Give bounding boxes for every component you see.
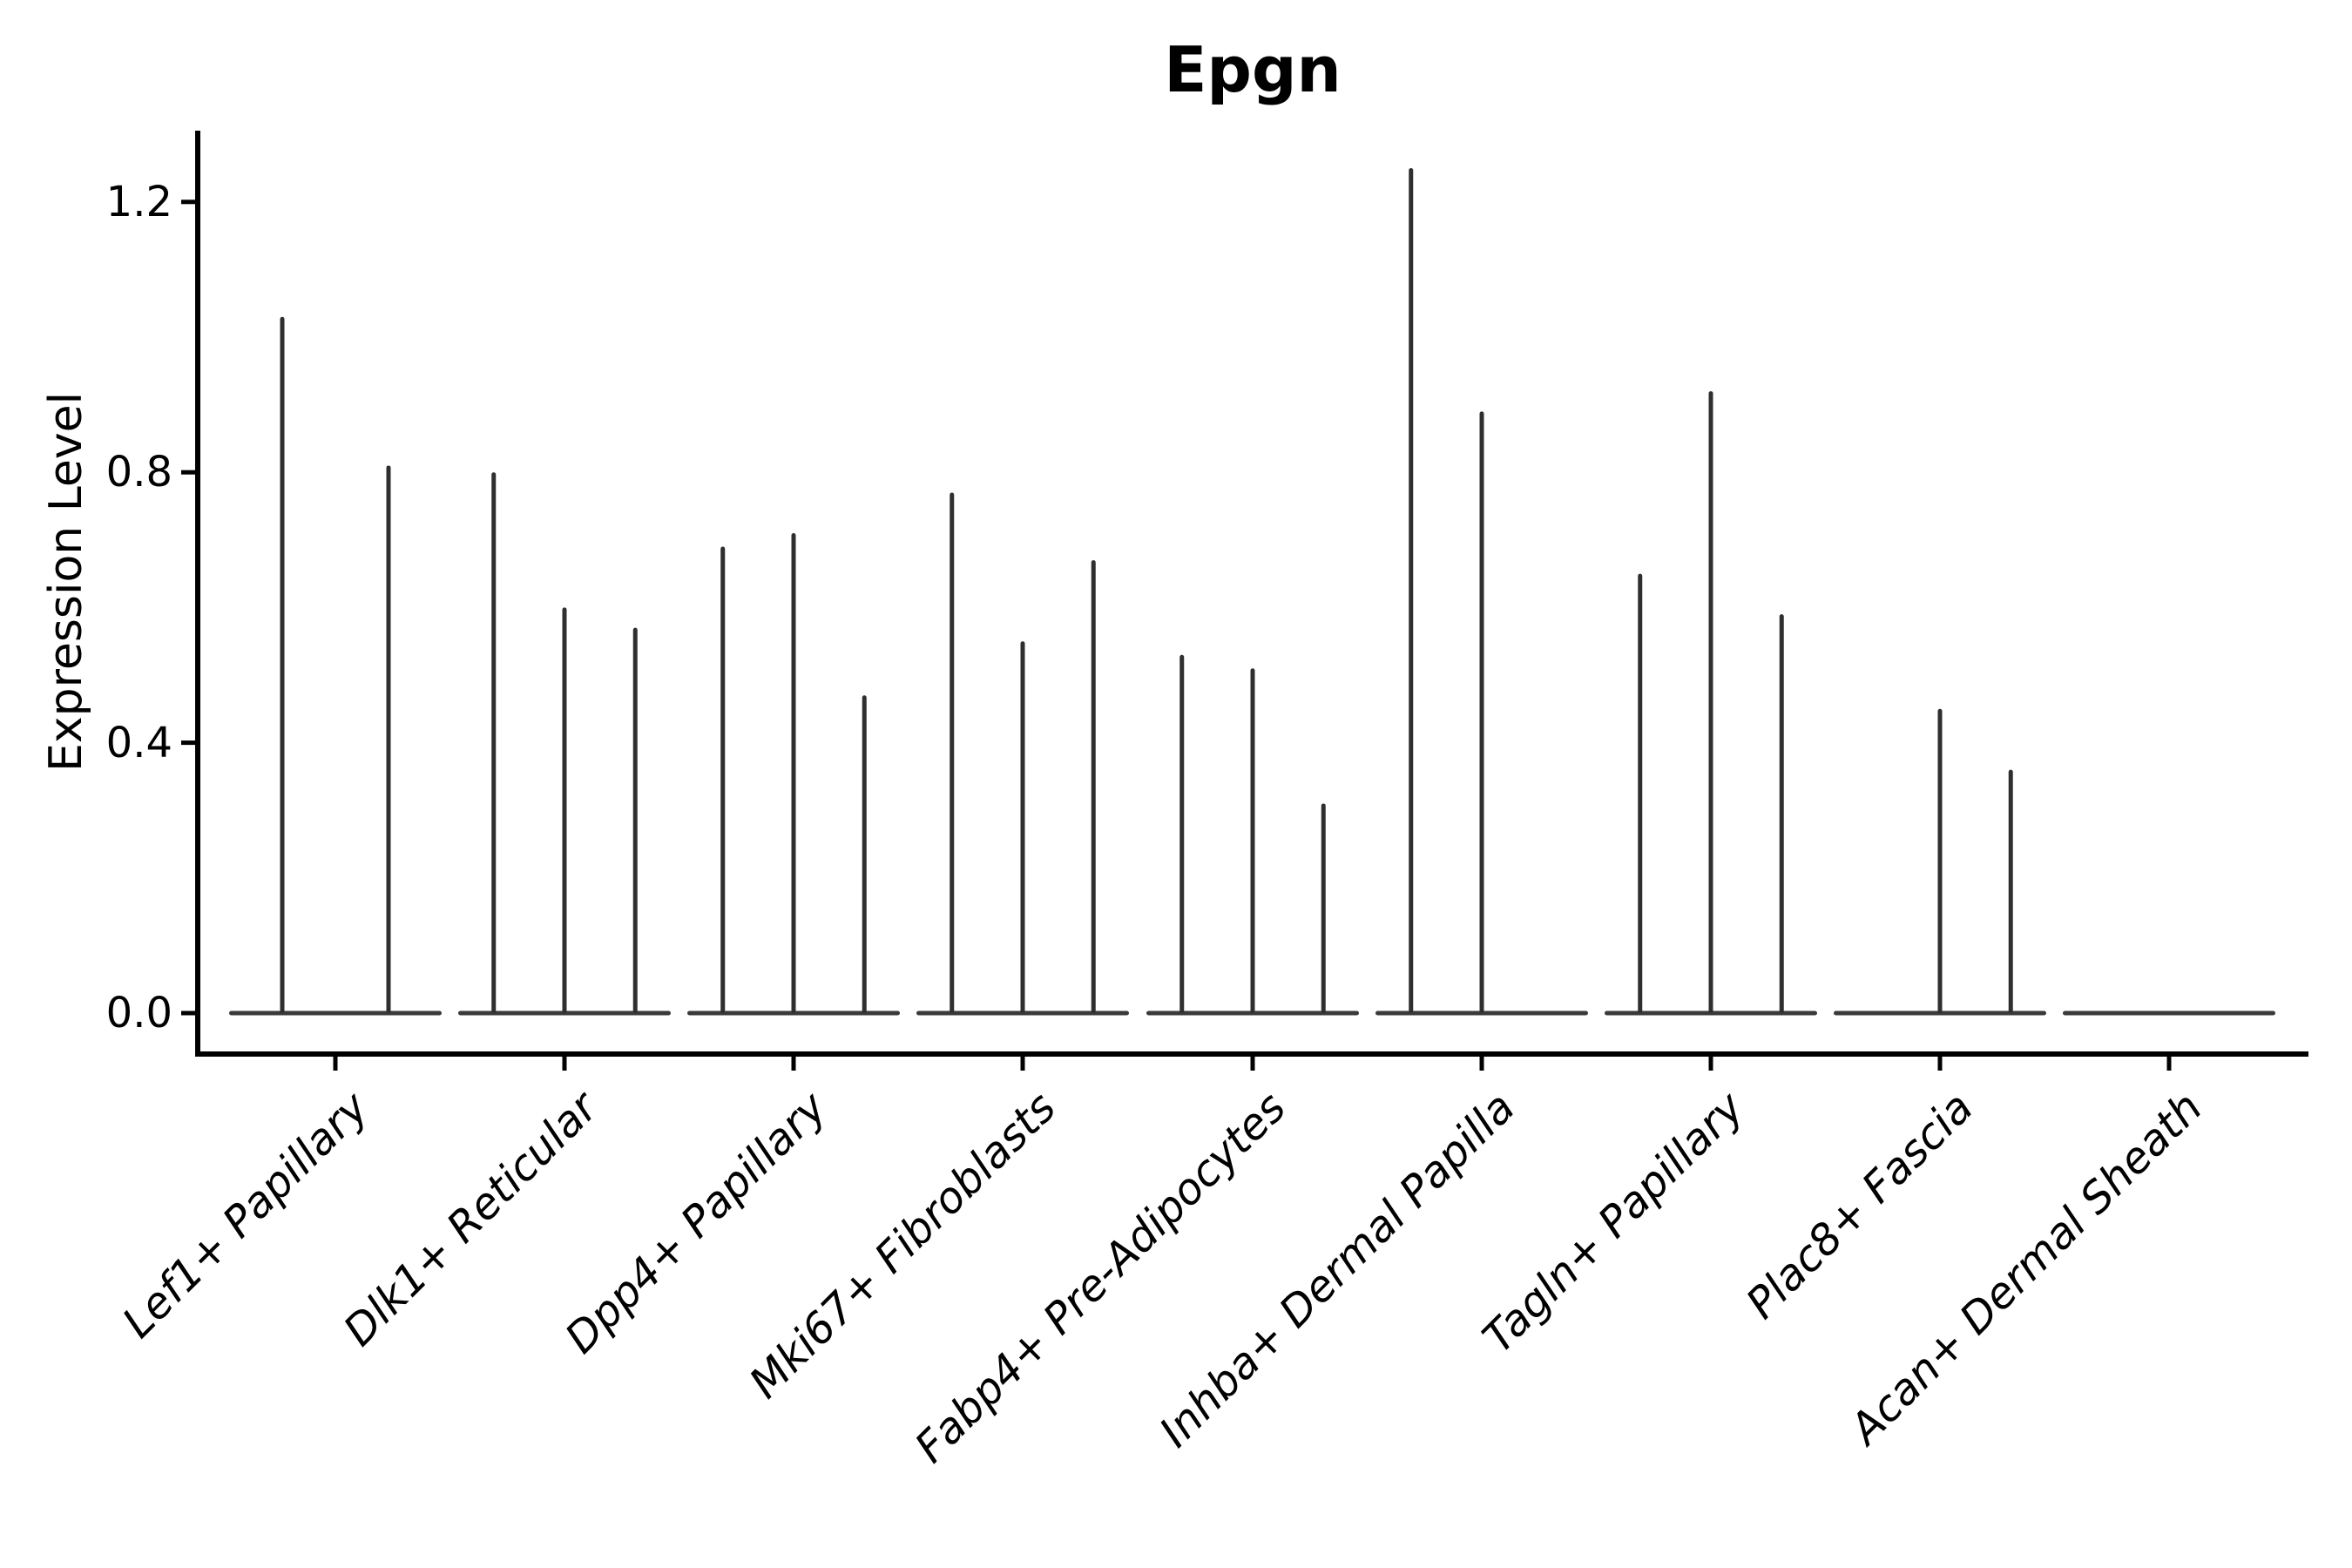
violin-spike xyxy=(1321,803,1326,1013)
violin-spike xyxy=(1179,654,1185,1013)
violin-spike xyxy=(1479,411,1484,1013)
violin-spike xyxy=(1020,641,1025,1013)
violin-spike xyxy=(1250,668,1255,1013)
violin-baseline xyxy=(2063,1010,2275,1016)
violin-baseline xyxy=(229,1010,442,1016)
violin-spike xyxy=(1091,560,1096,1013)
violin-spike xyxy=(1638,573,1643,1013)
violin-spike xyxy=(632,627,638,1013)
violin-spike xyxy=(950,492,955,1013)
violin-spike xyxy=(562,607,567,1013)
chart-title: Epgn xyxy=(1164,33,1342,106)
y-tick-label: 1.2 xyxy=(105,177,172,226)
violin-spike xyxy=(2008,769,2013,1013)
violin-spike xyxy=(862,695,867,1013)
y-tick-label: 0.0 xyxy=(105,989,172,1037)
y-tick-label: 0.8 xyxy=(105,448,172,497)
violin-spike xyxy=(491,472,497,1013)
violin-spike xyxy=(280,316,285,1014)
y-tick-label: 0.4 xyxy=(105,718,172,767)
violin-spike xyxy=(720,546,726,1013)
violin-spike xyxy=(1779,614,1784,1013)
violin-spike xyxy=(1708,391,1713,1014)
violin-spike xyxy=(386,465,391,1013)
violin-spike xyxy=(1937,708,1943,1013)
violin-spike xyxy=(1409,168,1414,1013)
violin-spike xyxy=(791,533,796,1013)
